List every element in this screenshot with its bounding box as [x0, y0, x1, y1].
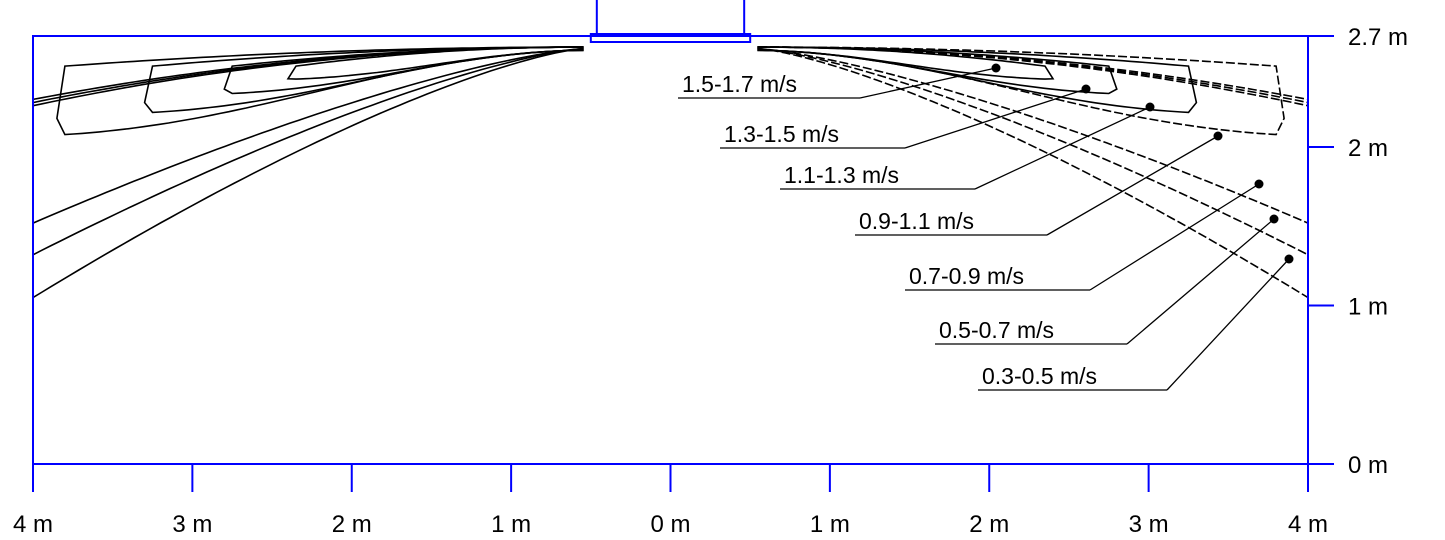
axes [32, 0, 1334, 492]
x-tick-label: 4 m [1288, 511, 1328, 538]
contour-right-4 [758, 46, 1309, 225]
y-tick-label: 2.7 m [1348, 24, 1408, 51]
contour-callouts: 1.5-1.7 m/s 1.3-1.5 m/s 1.1-1.3 m/s 0.9-1.1… [678, 63, 1294, 391]
x-tick-label: 2 m [969, 511, 1009, 538]
contour-right-3 [757, 46, 1285, 136]
y-tick-label: 0 m [1348, 452, 1388, 479]
y-tick-label: 2 m [1348, 135, 1388, 162]
callout-leader [1126, 218, 1275, 345]
y-tick-label: 1 m [1348, 293, 1388, 320]
contour-left-3 [56, 46, 584, 136]
x-tick-label: 2 m [332, 511, 372, 538]
x-tick-label: 0 m [650, 511, 690, 538]
contour-label: 1.5-1.7 m/s [682, 71, 797, 97]
contour-label: 0.9-1.1 m/s [859, 208, 974, 234]
contour-label: 1.1-1.3 m/s [784, 162, 899, 188]
callout-leader [1046, 135, 1219, 236]
callout-leader [1089, 183, 1260, 291]
x-tick-label: 1 m [491, 511, 531, 538]
callout-leader [904, 88, 1087, 149]
contour-label: 0.3-0.5 m/s [982, 363, 1097, 389]
tick-labels: 4 m 3 m 2 m 1 m 0 m 1 m 2 m 3 m 4 m 0 m 1 m 2 m 2.7 … [13, 24, 1408, 538]
outlet-diffuser [589, 33, 752, 43]
callout-leader [1166, 258, 1290, 391]
contour-label: 1.3-1.5 m/s [724, 121, 839, 147]
x-tick-label: 1 m [810, 511, 850, 538]
contour-left-4 [32, 46, 583, 225]
x-tick-label: 3 m [1129, 511, 1169, 538]
contour-lines [32, 46, 1309, 300]
contour-label: 0.7-0.9 m/s [909, 263, 1024, 289]
x-tick-label: 4 m [13, 511, 53, 538]
contour-label: 0.5-0.7 m/s [939, 317, 1054, 343]
callout-leader [974, 106, 1151, 190]
callout-leader [859, 67, 997, 99]
plot-frame [32, 35, 1309, 465]
x-tick-label: 3 m [172, 511, 212, 538]
